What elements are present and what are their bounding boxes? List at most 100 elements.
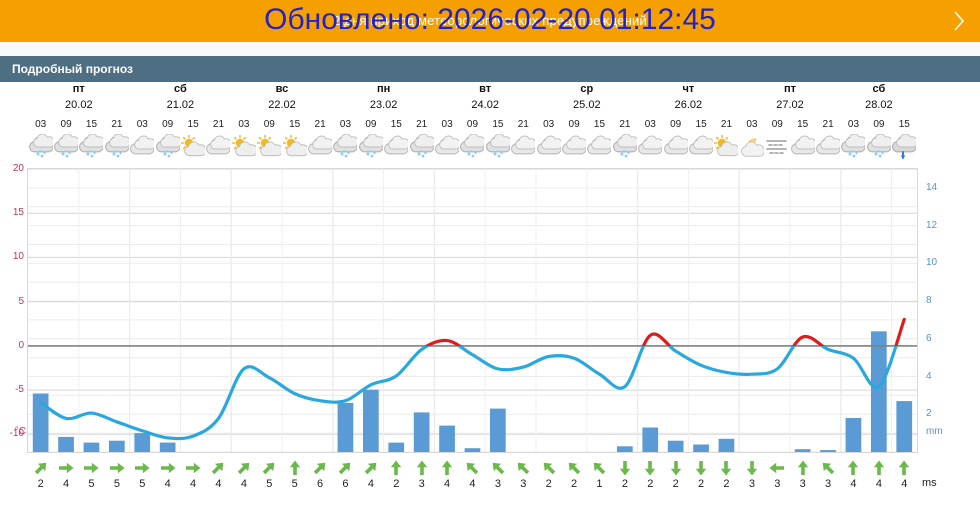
chart-plot-area [27, 168, 918, 453]
hour-label: 15 [695, 119, 707, 130]
wind-direction-arrow-icon [180, 459, 205, 477]
wind-cell: 3 [790, 459, 815, 491]
wind-speed-value: 5 [88, 478, 95, 490]
wind-direction-arrow-icon [53, 459, 78, 477]
left-axis-tick: -10 [9, 428, 24, 440]
cloud-icon [638, 134, 663, 160]
wind-cell: 5 [257, 459, 282, 491]
cloud-icon [511, 134, 536, 160]
wind-speed-value: 3 [748, 478, 755, 490]
wind-cell: 2 [536, 459, 561, 491]
hour-label: 03 [35, 119, 47, 130]
chevron-right-icon[interactable] [952, 9, 966, 33]
day-name: ср [580, 83, 594, 95]
day-name: пт [72, 83, 85, 95]
wind-direction-arrow-icon [815, 459, 840, 477]
day-header: пн 23.02 [333, 82, 435, 113]
hour-label: 15 [85, 119, 98, 130]
hour-label: 03 [746, 119, 758, 130]
forecast-table: пт 20.02 сб 21.02 вс 22.02 пн 23.02 вт 24.02 ср 25.… [0, 82, 980, 499]
wind-direction-arrow-icon [561, 459, 586, 477]
cloud-snow-icon [333, 134, 358, 160]
wind-speed-value: 4 [850, 478, 857, 490]
hour-label: 15 [898, 119, 910, 130]
wind-cell: 3 [511, 459, 536, 491]
wind-direction-arrow-icon [358, 459, 383, 477]
day-date: 21.02 [166, 99, 195, 111]
cloud-snow-icon [358, 134, 383, 160]
fog-icon [765, 134, 790, 160]
wind-direction-arrow-icon [206, 459, 231, 477]
hour-label: 21 [212, 119, 225, 130]
cloud-snow-icon [53, 134, 79, 160]
cloud-snow-icon [409, 134, 434, 160]
wind-direction-arrow-icon [434, 459, 459, 477]
wind-cell: 4 [155, 459, 180, 491]
wind-cell: 4 [841, 459, 866, 491]
cloud-icon [307, 134, 333, 160]
wind-direction-arrow-icon [866, 459, 891, 477]
sun-cloud-icon [180, 134, 206, 160]
cloud-icon [130, 134, 155, 160]
sun-cloud-icon [714, 134, 739, 160]
day-date: 23.02 [369, 99, 398, 111]
section-header: Подробный прогноз [0, 56, 980, 82]
wind-cell: 4 [53, 459, 78, 491]
cloud-snow-icon [841, 134, 866, 160]
cloud-snow-icon [28, 134, 53, 160]
cloud-rain-icon [892, 134, 917, 160]
day-name: вс [275, 83, 289, 95]
day-name: сб [174, 83, 187, 95]
wind-direction-arrow-icon [409, 459, 434, 477]
hour-header-row: 03 09 15 21 03 09 15 21 03 09 15 21 03 09 15 21 03 09 15 21… [0, 118, 980, 134]
wind-cell: 2 [384, 459, 409, 491]
day-name: чт [682, 83, 695, 95]
hour-label: 03 [238, 119, 250, 130]
wind-cell: 4 [892, 459, 917, 491]
wind-cell: 3 [765, 459, 790, 491]
right-axis-tick: 4 [926, 370, 932, 382]
wind-cell: 1 [587, 459, 612, 491]
hour-label: 03 [644, 119, 656, 130]
day-header-row: пт 20.02 сб 21.02 вс 22.02 пн 23.02 вт 24.02 ср 25.… [0, 82, 980, 118]
cloud-icon [536, 134, 561, 160]
right-axis-tick: 10 [926, 257, 938, 269]
left-axis-tick: 5 [18, 295, 24, 307]
wind-direction-arrow-icon [663, 459, 688, 477]
wind-cell: 4 [358, 459, 383, 491]
day-header: сб 28.02 [841, 82, 917, 113]
hour-label: 15 [390, 119, 402, 130]
wind-speed-value: 2 [621, 478, 628, 490]
wind-speed-value: 3 [799, 478, 806, 490]
left-axis-tick: 0 [18, 339, 24, 351]
day-header: вт 24.02 [434, 82, 536, 113]
wind-speed-value: 4 [240, 478, 247, 490]
right-axis-tick: 2 [926, 408, 932, 420]
wind-cell: 5 [79, 459, 104, 491]
update-banner[interactable]: 2 дня приход метеорологических предупреж… [0, 0, 980, 42]
wind-speed-value: 5 [113, 478, 120, 490]
wind-cell: 3 [739, 459, 764, 491]
day-date: 26.02 [674, 99, 703, 111]
wind-cell: 4 [434, 459, 459, 491]
wind-cell: 5 [282, 459, 307, 491]
day-date: 25.02 [573, 99, 601, 111]
wind-direction-arrow-icon [765, 459, 790, 477]
day-date: 28.02 [865, 99, 893, 111]
wind-direction-arrow-icon [739, 459, 764, 477]
sun-cloud-icon [257, 134, 282, 160]
hour-label: 21 [416, 119, 428, 130]
wind-speed-value: 3 [520, 478, 527, 490]
hour-label: 15 [187, 119, 199, 130]
forecast-chart: °C mm 20 15 10 5 0 -5 -10 14 12 10 8 6 4 2 [0, 164, 980, 459]
day-name: сб [872, 83, 886, 95]
hour-label: 03 [136, 119, 148, 130]
hour-label: 09 [568, 119, 580, 130]
wind-speed-value: 2 [723, 478, 730, 490]
left-axis-tick: 10 [12, 251, 24, 263]
day-header: пт 20.02 [28, 82, 130, 113]
cloud-icon [688, 134, 714, 160]
wind-direction-arrow-icon [130, 459, 155, 477]
wind-speed-value: 4 [190, 478, 197, 490]
wind-direction-arrow-icon [79, 459, 104, 477]
